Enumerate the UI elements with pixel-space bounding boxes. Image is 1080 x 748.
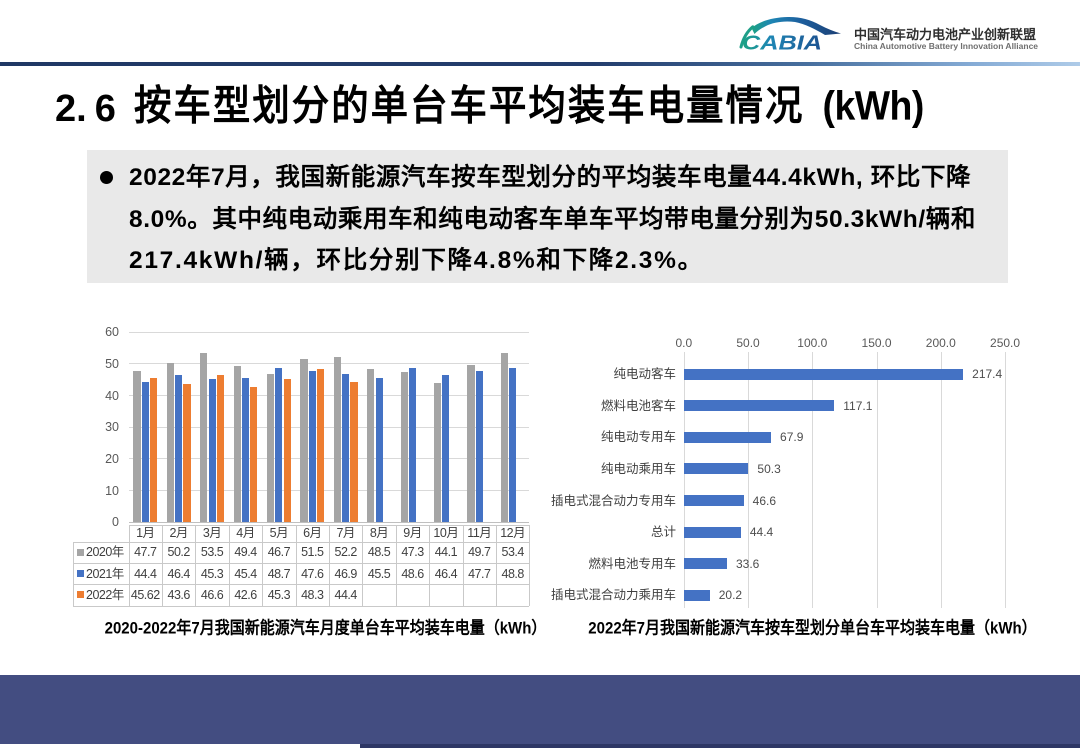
svg-text:CABIA: CABIA: [742, 33, 822, 52]
